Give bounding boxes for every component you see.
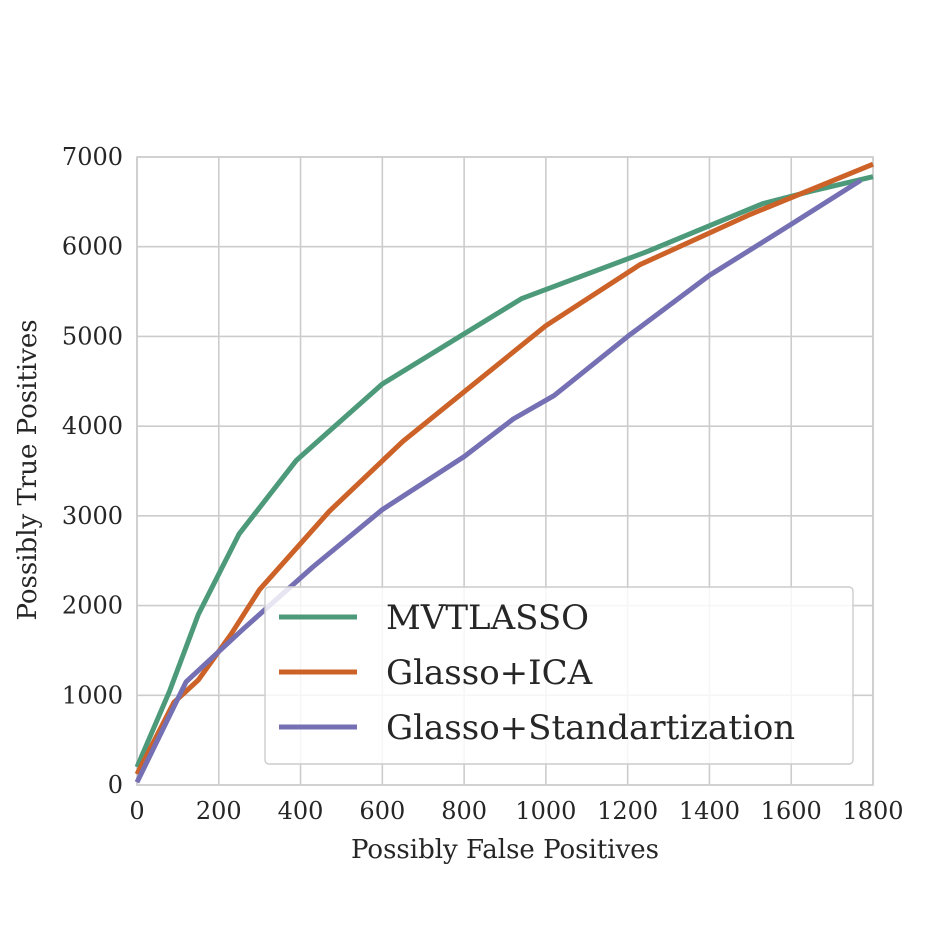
x-axis-label: Possibly False Positives — [351, 835, 659, 865]
x-tick-label: 600 — [359, 797, 405, 825]
y-tick-label: 5000 — [62, 322, 123, 350]
y-tick-label: 3000 — [62, 502, 123, 530]
y-tick-label: 6000 — [62, 233, 123, 261]
plot-frame — [136, 156, 874, 786]
x-tick-label: 0 — [129, 797, 144, 825]
series-line-glasso-ica — [134, 161, 874, 776]
y-axis-label: Possibly True Positives — [13, 319, 43, 620]
series-line-mvtlasso — [134, 174, 874, 769]
y-tick-label: 2000 — [62, 592, 123, 620]
series-lines — [134, 161, 874, 784]
x-tick-label: 1000 — [515, 797, 576, 825]
y-tick-label: 7000 — [62, 143, 123, 171]
tick-labels: 0 200 400 600 800 1000 1200 1400 1600 1800 0 1000 20… — [62, 143, 904, 825]
x-tick-label: 200 — [196, 797, 242, 825]
x-tick-label: 1800 — [842, 797, 903, 825]
legend-frame — [264, 586, 854, 765]
y-tick-label: 0 — [108, 771, 123, 799]
x-tick-label: 1400 — [679, 797, 740, 825]
series-line-glasso-standartization — [134, 178, 863, 784]
x-tick-label: 1600 — [761, 797, 822, 825]
x-tick-label: 1200 — [597, 797, 658, 825]
x-tick-label: 400 — [278, 797, 324, 825]
y-tick-label: 1000 — [62, 681, 123, 709]
legend-entry-label: MVTLASSO — [386, 598, 589, 638]
legend: MVTLASSO Glasso+ICA Glasso+Standartization — [264, 586, 854, 765]
legend-entry-label: Glasso+Standartization — [386, 708, 795, 748]
legend-entry-label: Glasso+ICA — [386, 653, 593, 693]
x-tick-label: 800 — [441, 797, 487, 825]
y-tick-label: 4000 — [62, 412, 123, 440]
